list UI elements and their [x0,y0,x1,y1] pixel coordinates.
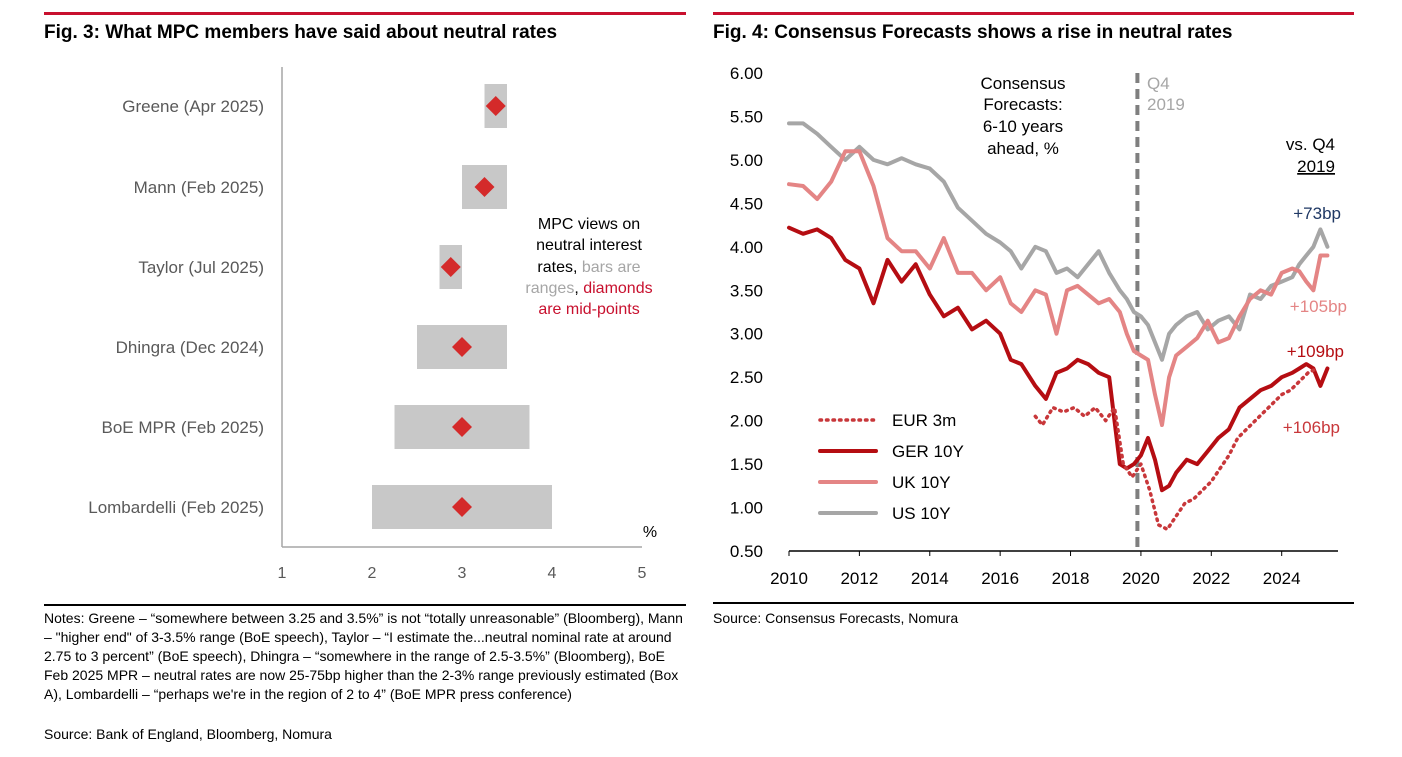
annotation-line-4a: ranges [525,280,574,297]
category-label: Taylor (Jul 2025) [138,258,264,277]
annotation-line-4: ranges, diamonds [525,280,652,297]
fig4-chart: 0.50 1.00 1.50 2.00 2.50 3.00 3.50 4.00 4.50 5.00… [730,64,1347,588]
x-tick-label: 4 [548,565,557,582]
category-label: BoE MPR (Feb 2025) [101,418,264,437]
fig4-annotation-line-1: Consensus [980,74,1065,93]
end-label-ger: +109bp [1287,342,1344,361]
fig3-title: Fig. 3: What MPC members have said about… [44,22,558,43]
legend-label: EUR 3m [892,411,956,430]
legend-label: GER 10Y [892,442,964,461]
y-tick-label: 4.00 [730,238,763,257]
legend-label: UK 10Y [892,473,951,492]
fig4-annotation-line-4: ahead, % [987,139,1059,158]
category-label: Greene (Apr 2025) [122,97,264,116]
y-tick-label: 6.00 [730,64,763,83]
vs-label-line-1: vs. Q4 [1286,135,1335,154]
fig4-top-rule [713,12,1354,15]
annotation-line-1: MPC views on [538,216,640,233]
x-tick-label: 5 [638,565,647,582]
x-tick-label: 2018 [1052,569,1090,588]
series-line-uk-10y [787,149,1330,427]
x-tick-label: 2 [368,565,377,582]
annotation-line-3a: rates, [537,259,581,276]
y-tick-label: 0.50 [730,542,763,561]
midpoint-diamond [474,177,495,197]
x-tick-label: 1 [278,565,287,582]
y-tick-label: 1.00 [730,499,763,518]
fig3-source: Source: Bank of England, Bloomberg, Nomu… [44,726,332,742]
category-label: Dhingra (Dec 2024) [116,338,264,357]
x-tick-label: 2010 [770,569,808,588]
series-line-eur-3m [1033,366,1319,532]
vline-label-q4: Q4 [1147,74,1170,93]
x-tick-label: 2020 [1122,569,1160,588]
y-tick-label: 2.00 [730,412,763,431]
y-tick-label: 3.50 [730,281,763,300]
series-line-ger-10y [787,225,1330,493]
vs-label-line-2: 2019 [1297,157,1335,176]
midpoint-diamond [452,417,472,437]
annotation-line-3b: bars are [582,259,641,276]
annotation-line-4c: diamonds [583,280,652,297]
x-tick-label: 2014 [911,569,949,588]
y-tick-label: 1.50 [730,455,763,474]
end-label-us: +73bp [1293,204,1341,223]
x-tick-label: 2022 [1192,569,1230,588]
y-tick-label: 4.50 [730,194,763,213]
midpoint-diamond [452,337,472,357]
annotation-line-3: rates, bars are [537,259,640,276]
fig4-title: Fig. 4: Consensus Forecasts shows a rise… [713,22,1233,43]
y-tick-label: 5.00 [730,151,763,170]
fig4-source: Source: Consensus Forecasts, Nomura [713,610,959,626]
end-label-eur: +106bp [1283,418,1340,437]
annotation-line-2: neutral interest [536,237,642,254]
end-label-uk: +105bp [1290,297,1347,316]
x-tick-label: 2012 [840,569,878,588]
fig3-bottom-rule [44,604,686,606]
y-tick-label: 2.50 [730,368,763,387]
midpoint-diamond [452,497,472,517]
fig3-panel: Fig. 3: What MPC members have said about… [44,0,686,757]
y-tick-label: 5.50 [730,107,763,126]
category-label: Lombardelli (Feb 2025) [88,498,264,517]
fig3-top-rule [44,12,686,15]
fig3-annotation: MPC views on neutral interest rates, bar… [525,216,652,318]
fig4-annotation-line-2: Forecasts: [983,95,1062,114]
x-tick-label: 3 [458,565,467,582]
fig4-panel: Fig. 4: Consensus Forecasts shows a rise… [713,0,1354,757]
annotation-line-4b: , [574,280,583,297]
fig4-legend: EUR 3m GER 10Y UK 10Y US 10Y [818,411,964,523]
legend-label: US 10Y [892,504,951,523]
fig3-notes: Notes: Greene – “somewhere between 3.25 … [44,610,683,702]
series-line-us-10y [787,121,1330,362]
fig3-chart: Greene (Apr 2025) Mann (Feb 2025) Taylor (… [88,67,657,582]
annotation-line-5: are mid-points [538,301,639,318]
midpoint-diamond [485,96,506,116]
fig4-bottom-rule [713,602,1354,604]
x-tick-label: 2016 [981,569,1019,588]
x-tick-label: 2024 [1263,569,1301,588]
x-unit-label: % [643,524,657,541]
vline-label-year: 2019 [1147,95,1185,114]
fig4-annotation-line-3: 6-10 years [983,117,1063,136]
y-tick-label: 3.00 [730,325,763,344]
midpoint-diamond [440,257,461,277]
category-label: Mann (Feb 2025) [134,178,264,197]
